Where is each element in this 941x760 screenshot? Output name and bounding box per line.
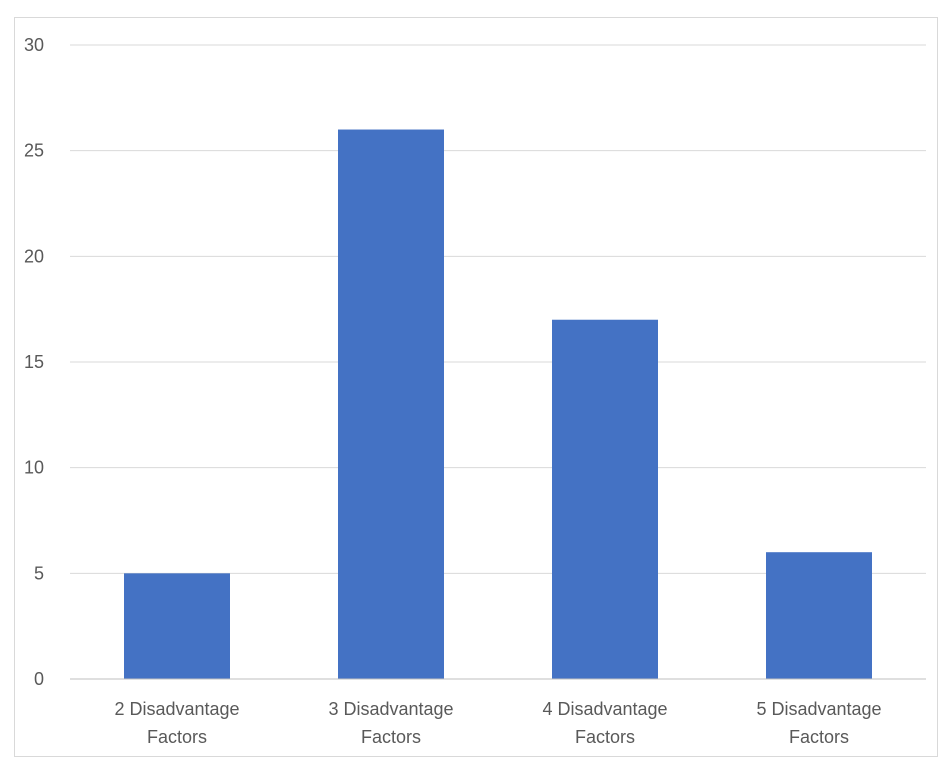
y-tick-label: 15: [24, 352, 44, 372]
x-tick-label: Factors: [575, 727, 635, 747]
x-tick-label: 5 Disadvantage: [756, 699, 881, 719]
x-tick-label: Factors: [789, 727, 849, 747]
y-tick-label: 25: [24, 141, 44, 161]
bar: [338, 129, 444, 680]
x-tick-label: 4 Disadvantage: [542, 699, 667, 719]
bar: [766, 552, 872, 679]
y-tick-label: 30: [24, 35, 44, 55]
y-tick-label: 0: [34, 669, 44, 689]
x-tick-label: 3 Disadvantage: [328, 699, 453, 719]
y-tick-label: 10: [24, 458, 44, 478]
x-tick-label: 2 Disadvantage: [114, 699, 239, 719]
y-tick-label: 5: [34, 563, 44, 583]
y-tick-label: 20: [24, 246, 44, 266]
bar: [552, 319, 658, 679]
x-tick-label: Factors: [361, 727, 421, 747]
x-tick-label: Factors: [147, 727, 207, 747]
bar: [124, 573, 230, 679]
